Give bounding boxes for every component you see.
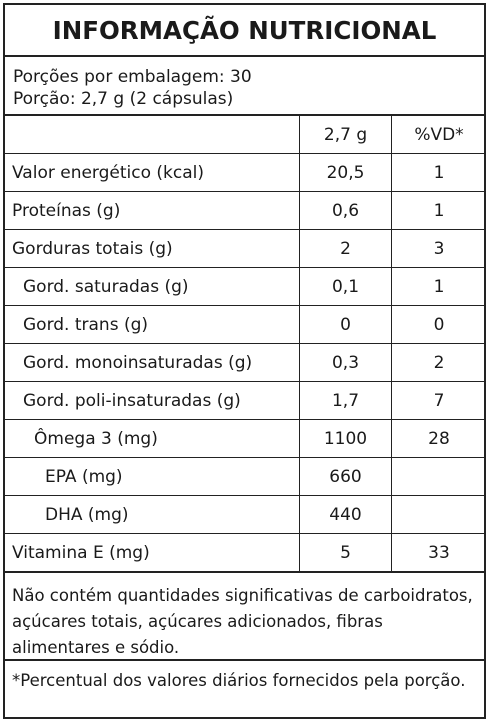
not-significant-note: Não contém quantidades significativas de… — [5, 573, 484, 661]
nutrition-facts-panel: INFORMAÇÃO NUTRICIONAL Porções por embal… — [3, 3, 486, 719]
serving-size: Porção: 2,7 g (2 cápsulas) — [13, 89, 234, 109]
nutrient-daily-value: 2 — [391, 343, 486, 382]
nutrient-amount: 440 — [299, 495, 392, 534]
nutrient-amount: 0 — [299, 305, 392, 344]
header-daily-value: %VD* — [391, 116, 486, 154]
nutrient-name: EPA (mg) — [5, 457, 300, 496]
nutrient-daily-value: 33 — [391, 533, 486, 573]
servings-info: Porções por embalagem: 30 Porção: 2,7 g … — [5, 57, 484, 116]
nutrient-daily-value — [391, 495, 486, 534]
nutrient-amount: 1100 — [299, 419, 392, 458]
table-header-row: 2,7 g %VD* — [5, 116, 486, 154]
nutrient-daily-value — [391, 457, 486, 496]
nutrient-amount: 660 — [299, 457, 392, 496]
header-amount: 2,7 g — [299, 116, 392, 154]
nutrient-name: Vitamina E (mg) — [5, 533, 300, 573]
table-row: Proteínas (g) 0,6 1 — [5, 191, 486, 230]
nutrient-name: Gord. trans (g) — [5, 305, 300, 344]
nutrient-daily-value: 1 — [391, 267, 486, 306]
table-row: Vitamina E (mg) 5 33 — [5, 533, 486, 573]
nutrient-amount: 0,1 — [299, 267, 392, 306]
panel-title: INFORMAÇÃO NUTRICIONAL — [5, 5, 484, 57]
nutrient-daily-value: 3 — [391, 229, 486, 268]
table-row: Gorduras totais (g) 2 3 — [5, 229, 486, 268]
servings-per-package: Porções por embalagem: 30 — [13, 67, 252, 87]
nutrient-name: DHA (mg) — [5, 495, 300, 534]
nutrient-daily-value: 1 — [391, 191, 486, 230]
nutrient-name: Gord. saturadas (g) — [5, 267, 300, 306]
nutrient-amount: 0,6 — [299, 191, 392, 230]
nutrient-amount: 2 — [299, 229, 392, 268]
table-row: Ômega 3 (mg) 1100 28 — [5, 419, 486, 458]
nutrient-daily-value: 1 — [391, 153, 486, 192]
table-row: Gord. poli-insaturadas (g) 1,7 7 — [5, 381, 486, 420]
nutrient-daily-value: 28 — [391, 419, 486, 458]
daily-value-footnote: *Percentual dos valores diários fornecid… — [12, 671, 466, 690]
nutrient-name: Gorduras totais (g) — [5, 229, 300, 268]
nutrient-name: Valor energético (kcal) — [5, 153, 300, 192]
table-row: DHA (mg) 440 — [5, 495, 486, 534]
nutrient-amount: 1,7 — [299, 381, 392, 420]
table-row: EPA (mg) 660 — [5, 457, 486, 496]
table-row: Valor energético (kcal) 20,5 1 — [5, 153, 486, 192]
nutrition-table: 2,7 g %VD* Valor energético (kcal) 20,5 1 P… — [5, 116, 486, 573]
nutrient-amount: 20,5 — [299, 153, 392, 192]
nutrient-name: Proteínas (g) — [5, 191, 300, 230]
nutrient-daily-value: 0 — [391, 305, 486, 344]
nutrient-name: Ômega 3 (mg) — [5, 419, 300, 458]
nutrient-daily-value: 7 — [391, 381, 486, 420]
table-row: Gord. trans (g) 0 0 — [5, 305, 486, 344]
nutrient-amount: 0,3 — [299, 343, 392, 382]
header-nutrient — [5, 116, 300, 154]
nutrient-amount: 5 — [299, 533, 392, 573]
nutrient-name: Gord. poli-insaturadas (g) — [5, 381, 300, 420]
table-row: Gord. saturadas (g) 0,1 1 — [5, 267, 486, 306]
table-row: Gord. monoinsaturadas (g) 0,3 2 — [5, 343, 486, 382]
nutrient-name: Gord. monoinsaturadas (g) — [5, 343, 300, 382]
